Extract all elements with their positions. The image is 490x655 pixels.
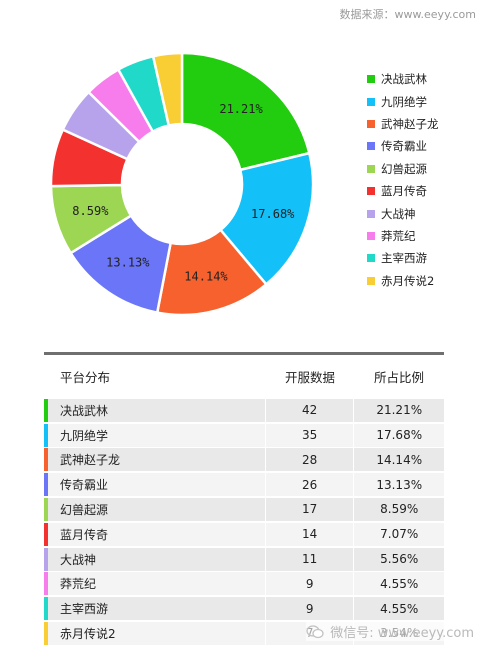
row-count: 35	[265, 423, 354, 447]
table-row: 主宰西游 9 4.55%	[44, 597, 444, 621]
legend-item: 主宰西游	[367, 247, 439, 269]
table-row: 幻兽起源 17 8.59%	[44, 497, 444, 521]
slice-label: 13.13%	[106, 256, 150, 270]
row-percent: 17.68%	[354, 423, 444, 447]
slice-label: 8.59%	[72, 204, 109, 218]
row-percent: 8.59%	[354, 497, 444, 521]
legend-item: 莽荒纪	[367, 225, 439, 247]
legend-label: 大战神	[381, 206, 416, 221]
pie-slice	[180, 51, 311, 172]
legend-label: 莽荒纪	[381, 228, 416, 243]
distribution-table: 平台分布 开服数据 所占比例 决战武林 42 21.21% 九阴绝学 35 17…	[44, 352, 444, 645]
row-percent: 14.14%	[354, 448, 444, 472]
row-name: 大战神	[44, 547, 265, 571]
legend-label: 幻兽起源	[381, 161, 427, 176]
legend-swatch	[367, 209, 375, 218]
row-name: 赤月传说2	[44, 621, 265, 645]
legend-label: 主宰西游	[381, 251, 427, 266]
wechat-watermark: 微信号: www.eeyy.com	[306, 622, 474, 641]
row-name: 武神赵子龙	[44, 448, 265, 472]
table-row: 蓝月传奇 14 7.07%	[44, 522, 444, 546]
table-row: 武神赵子龙 28 14.14%	[44, 448, 444, 472]
legend-item: 大战神	[367, 202, 439, 224]
legend-label: 九阴绝学	[381, 94, 427, 109]
legend-item: 蓝月传奇	[367, 180, 439, 202]
legend-item: 幻兽起源	[367, 158, 439, 180]
header-count: 开服数据	[284, 369, 335, 385]
legend-label: 决战武林	[381, 72, 427, 87]
slice-label: 17.68%	[251, 207, 295, 221]
slice-label: 21.21%	[219, 102, 263, 116]
pie-slice	[218, 151, 315, 287]
pie-slice	[151, 51, 184, 127]
wechat-icon	[306, 624, 324, 638]
legend-item: 武神赵子龙	[367, 113, 439, 135]
legend-label: 赤月传说2	[381, 273, 435, 288]
row-count: 28	[265, 448, 354, 472]
legend-swatch	[367, 187, 375, 196]
table-row: 决战武林 42 21.21%	[44, 398, 444, 422]
row-name: 主宰西游	[44, 597, 265, 621]
table-row: 大战神 11 5.56%	[44, 547, 444, 571]
legend-swatch	[367, 142, 375, 151]
row-count: 42	[265, 398, 354, 422]
legend-swatch	[367, 231, 375, 240]
row-percent: 7.07%	[354, 522, 444, 546]
legend-swatch	[367, 254, 375, 263]
legend-item: 九阴绝学	[367, 90, 439, 112]
legend-item: 传奇霸业	[367, 135, 439, 157]
row-name: 蓝月传奇	[44, 522, 265, 546]
row-percent: 5.56%	[354, 547, 444, 571]
row-name: 九阴绝学	[44, 423, 265, 447]
legend-swatch	[367, 119, 375, 128]
row-name: 莽荒纪	[44, 572, 265, 596]
row-name: 幻兽起源	[44, 497, 265, 521]
row-count: 11	[265, 547, 354, 571]
row-percent: 13.13%	[354, 473, 444, 497]
legend-label: 武神赵子龙	[381, 116, 439, 131]
table-row: 莽荒纪 9 4.55%	[44, 572, 444, 596]
legend-swatch	[367, 97, 375, 106]
header-platform: 平台分布	[60, 369, 111, 385]
chart-legend: 决战武林 九阴绝学 武神赵子龙 传奇霸业 幻兽起源 蓝月传奇 大战神 莽荒纪 主…	[367, 68, 439, 292]
row-count: 26	[265, 473, 354, 497]
row-count: 9	[265, 572, 354, 596]
watermark-text: 微信号: www.eeyy.com	[330, 626, 474, 641]
row-count: 14	[265, 522, 354, 546]
legend-label: 传奇霸业	[381, 139, 427, 154]
legend-item: 决战武林	[367, 68, 439, 90]
legend-swatch	[367, 276, 375, 285]
legend-label: 蓝月传奇	[381, 184, 427, 199]
row-percent: 21.21%	[354, 398, 444, 422]
source-label: 数据来源：www.eeyy.com	[339, 8, 476, 21]
legend-swatch	[367, 164, 375, 173]
table-row: 九阴绝学 35 17.68%	[44, 423, 444, 447]
row-count: 17	[265, 497, 354, 521]
row-name: 决战武林	[44, 398, 265, 422]
row-percent: 4.55%	[354, 597, 444, 621]
row-percent: 4.55%	[354, 572, 444, 596]
row-name: 传奇霸业	[44, 473, 265, 497]
table-row: 传奇霸业 26 13.13%	[44, 473, 444, 497]
legend-item: 赤月传说2	[367, 270, 439, 292]
slice-label: 14.14%	[184, 269, 228, 283]
donut-chart: 21.21% 17.68% 14.14% 13.13% 8.59%	[49, 51, 315, 317]
table-top-rule	[44, 352, 444, 355]
table-header: 平台分布 开服数据 所占比例	[44, 355, 444, 397]
row-count: 9	[265, 597, 354, 621]
header-percent: 所占比例	[373, 369, 424, 385]
legend-swatch	[367, 75, 375, 84]
